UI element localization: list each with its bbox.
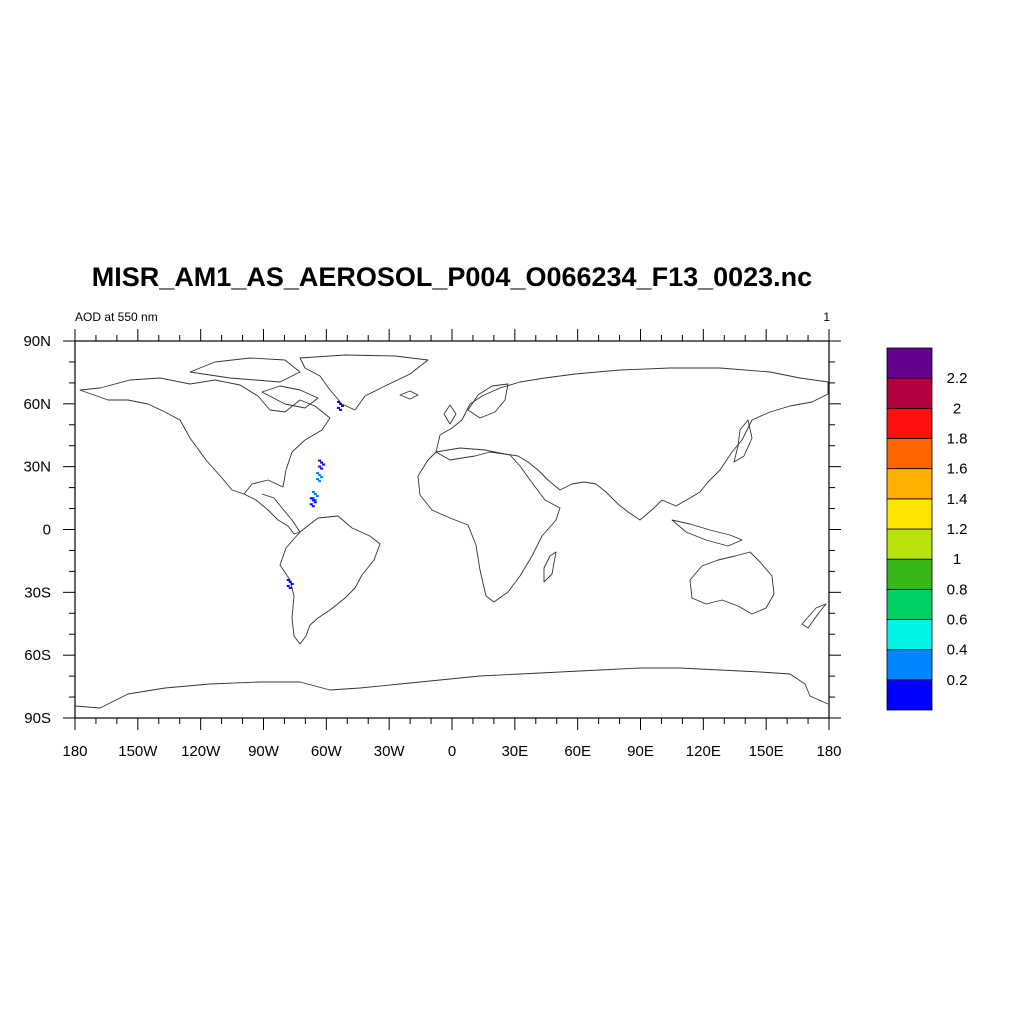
coastlines xyxy=(74,354,829,709)
aod-data-patch xyxy=(338,408,342,411)
aod-data-patch xyxy=(315,494,319,497)
aod-data-patch xyxy=(286,584,290,587)
x-tick-label: 120W xyxy=(181,743,221,760)
colorbar-bin xyxy=(886,588,933,620)
colorbar-bin xyxy=(886,377,933,409)
central-america-coast xyxy=(243,493,301,535)
colorbar-label: 0.6 xyxy=(947,612,968,629)
aod-data-patch xyxy=(320,476,324,479)
southeast-asia-islands xyxy=(671,519,743,547)
y-tick-label: 60N xyxy=(23,396,51,413)
x-tick-label: 120E xyxy=(686,743,721,760)
aod-data-patch xyxy=(338,402,342,405)
south-america-coast xyxy=(279,515,381,645)
x-tick-label: 180 xyxy=(816,743,841,760)
aod-data-patch xyxy=(286,578,290,581)
colorbar-label: 0.2 xyxy=(947,672,968,689)
antarctica-coast xyxy=(74,667,829,709)
colorbar-bin xyxy=(886,468,933,500)
units-label: 1 xyxy=(823,310,830,324)
x-tick-label: 150W xyxy=(118,743,158,760)
x-tick-label: 90W xyxy=(248,743,280,760)
colorbar-label: 1.8 xyxy=(947,431,968,448)
baffin-island-coast xyxy=(261,385,319,409)
colorbar-bin xyxy=(886,407,933,439)
x-tick-label: 180 xyxy=(62,743,87,760)
map-border xyxy=(74,340,830,719)
new-zealand-coast xyxy=(801,603,827,629)
colorbar-bin xyxy=(886,498,933,530)
y-tick-label: 30N xyxy=(23,459,51,476)
colorbar-bin xyxy=(886,528,933,560)
aod-data-patch xyxy=(288,580,292,583)
aod-data-patch xyxy=(309,497,313,500)
y-tick-label: 90N xyxy=(23,333,51,350)
aod-data-patch xyxy=(309,503,313,506)
aod-data-patch xyxy=(320,467,324,470)
x-tick-label: 150E xyxy=(749,743,784,760)
colorbar-bin xyxy=(886,649,933,681)
eurasia-coast xyxy=(435,367,829,521)
madagascar-coast xyxy=(543,551,557,583)
y-tick-label: 60S xyxy=(24,647,51,664)
aod-data-patch xyxy=(322,463,326,466)
aod-data-patch xyxy=(290,582,294,585)
aod-data-patch xyxy=(311,490,315,493)
scandinavia-coast xyxy=(467,383,509,419)
north-america-coast xyxy=(79,377,331,495)
aod-data-patch xyxy=(336,400,340,403)
aod-data-patch xyxy=(313,492,317,495)
iceland-coast xyxy=(399,390,419,400)
colorbar-bin xyxy=(886,619,933,651)
colorbar-bin xyxy=(886,347,933,379)
y-tick-label: 90S xyxy=(24,710,51,727)
colorbar-label: 2.2 xyxy=(947,370,968,387)
colorbar-label: 0.4 xyxy=(947,642,968,659)
aod-data-patch xyxy=(340,404,344,407)
aod-data-patch xyxy=(316,478,320,481)
colorbar-label: 2 xyxy=(953,400,961,417)
aod-data-patch xyxy=(316,472,320,475)
aod-data-patch xyxy=(311,496,315,499)
variable-label: AOD at 550 nm xyxy=(75,310,158,324)
y-tick-label: 30S xyxy=(24,584,51,601)
aod-data-layer xyxy=(286,400,344,589)
map-frame: 180 150W 120W 90W 60W 30W 0 30E 60E 90E 120E 150E 18… xyxy=(23,329,842,760)
aod-data-patch xyxy=(336,406,340,409)
map-title: MISR_AM1_AS_AEROSOL_P004_O066234_F13_002… xyxy=(91,262,813,292)
aod-data-patch xyxy=(288,586,292,589)
aod-data-patch xyxy=(311,499,315,502)
british-isles-coast xyxy=(443,404,457,425)
australia-coast xyxy=(689,551,775,615)
aod-data-patch xyxy=(318,474,322,477)
aod-data-patch xyxy=(320,461,324,464)
aod-data-patch xyxy=(313,498,317,501)
y-tick-label: 0 xyxy=(43,522,51,539)
greenland-coast xyxy=(299,354,429,411)
x-tick-label: 90E xyxy=(627,743,654,760)
africa-coast xyxy=(417,447,561,603)
x-tick-label: 30W xyxy=(374,743,406,760)
colorbar-bin xyxy=(886,438,933,470)
aod-data-patch xyxy=(311,505,315,508)
x-tick-label: 60E xyxy=(564,743,591,760)
aod-data-patch xyxy=(313,501,317,504)
aod-data-patch xyxy=(318,459,322,462)
colorbar-label: 1.4 xyxy=(947,491,968,508)
aod-data-patch xyxy=(318,465,322,468)
colorbar-label: 1.2 xyxy=(947,521,968,538)
colorbar-bin xyxy=(886,679,933,711)
arctic-islands-coast xyxy=(189,357,301,383)
japan-coast xyxy=(733,419,753,463)
colorbar: 0.2 0.4 0.6 0.8 1 1.2 1.4 1.6 1.8 2 2.2 xyxy=(886,347,968,711)
x-tick-label: 60W xyxy=(311,743,343,760)
colorbar-label: 1.6 xyxy=(947,461,968,478)
colorbar-bin xyxy=(886,558,933,590)
colorbar-label: 0.8 xyxy=(947,581,968,598)
aod-data-patch xyxy=(318,480,322,483)
x-tick-label: 30E xyxy=(501,743,528,760)
x-tick-label: 0 xyxy=(448,743,456,760)
colorbar-label: 1 xyxy=(953,551,961,568)
